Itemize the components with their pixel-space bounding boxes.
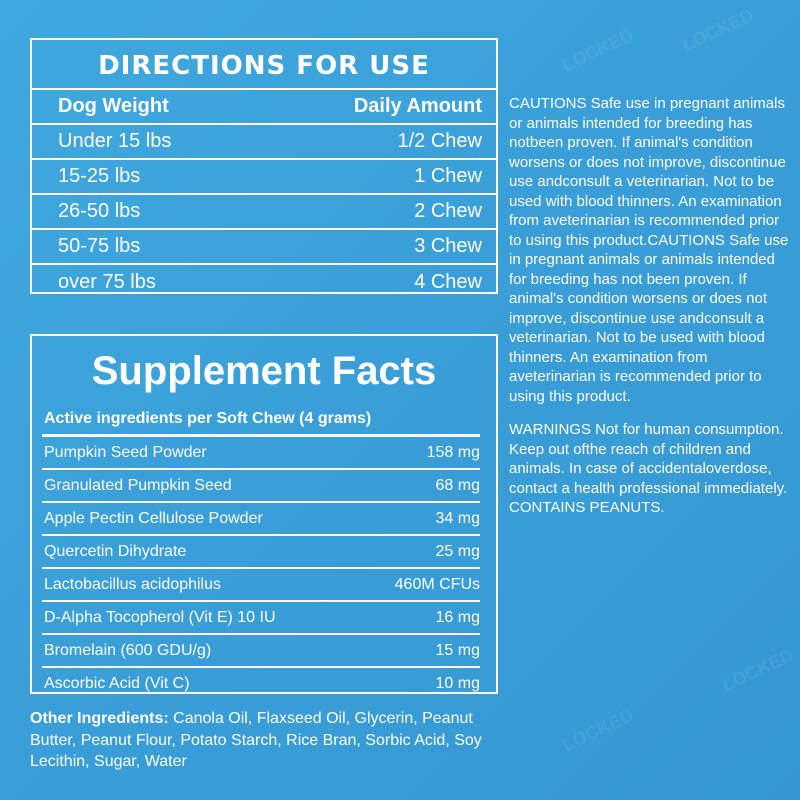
ingredient-row: Pumpkin Seed Powder 158 mg [32, 437, 496, 468]
other-ingredients-label: Other Ingredients: [30, 710, 169, 727]
thick-divider [42, 434, 480, 437]
cautions-text: CAUTIONS Safe use in pregnant animals or… [509, 95, 789, 405]
header-dog-weight: Dog Weight [58, 95, 169, 117]
row-amount: 4 Chew [414, 271, 482, 293]
ingredient-amount: 25 mg [435, 542, 480, 560]
ingredient-amount: 15 mg [435, 641, 480, 659]
ingredient-row: D-Alpha Tocopherol (Vit E) 10 IU 16 mg [32, 602, 496, 633]
divider [42, 534, 480, 536]
row-weight: over 75 lbs [58, 271, 156, 293]
ingredient-name: Granulated Pumpkin Seed [44, 476, 232, 494]
directions-row: 50-75 lbs 3 Chew [32, 230, 496, 265]
directions-title: DIRECTIONS FOR USE [32, 40, 496, 90]
divider [42, 501, 480, 503]
warnings-text: WARNINGS Not for human consumption. Keep… [509, 421, 788, 516]
serving-subtitle: Active ingredients per Soft Chew (4 gram… [44, 410, 372, 427]
directions-row: Under 15 lbs 1/2 Chew [32, 125, 496, 160]
row-weight: 15-25 lbs [58, 165, 141, 187]
divider [42, 600, 480, 602]
ingredient-name: Pumpkin Seed Powder [44, 443, 207, 461]
ingredient-amount: 460M CFUs [394, 575, 480, 593]
row-weight: 26-50 lbs [58, 200, 141, 222]
divider [42, 666, 480, 668]
ingredient-row: Quercetin Dihydrate 25 mg [32, 536, 496, 567]
ingredient-name: Quercetin Dihydrate [44, 542, 187, 560]
divider [42, 468, 480, 470]
ingredient-row: Ascorbic Acid (Vit C) 10 mg [32, 668, 496, 699]
row-weight: Under 15 lbs [58, 130, 172, 152]
ingredient-name: D-Alpha Tocopherol (Vit E) 10 IU [44, 608, 276, 626]
divider [42, 633, 480, 635]
ingredient-row: Bromelain (600 GDU/g) 15 mg [32, 635, 496, 666]
row-amount: 2 Chew [414, 200, 482, 222]
row-amount: 1 Chew [414, 165, 482, 187]
watermark-text: LOCKED [559, 704, 637, 756]
row-weight: 50-75 lbs [58, 235, 141, 257]
divider [42, 567, 480, 569]
watermark-text: LOCKED [559, 24, 637, 76]
ingredient-amount: 10 mg [435, 674, 480, 692]
ingredient-amount: 68 mg [435, 476, 480, 494]
ingredient-amount: 34 mg [435, 509, 480, 527]
ingredient-row: Granulated Pumpkin Seed 68 mg [32, 470, 496, 501]
row-amount: 3 Chew [414, 235, 482, 257]
directions-table: DIRECTIONS FOR USE Dog Weight Daily Amou… [30, 38, 498, 294]
other-ingredients: Other Ingredients: Canola Oil, Flaxseed … [30, 708, 500, 773]
ingredient-row: Apple Pectin Cellulose Powder 34 mg [32, 503, 496, 534]
watermark-text: LOCKED [719, 644, 797, 696]
directions-row: 26-50 lbs 2 Chew [32, 195, 496, 230]
ingredient-name: Apple Pectin Cellulose Powder [44, 509, 263, 527]
watermark-text: LOCKED [679, 4, 757, 56]
supplement-facts-title: Supplement Facts [91, 349, 437, 393]
warnings-column: CAUTIONS Safe use in pregnant animals or… [509, 94, 789, 532]
ingredient-name: Bromelain (600 GDU/g) [44, 641, 212, 659]
header-daily-amount: Daily Amount [353, 95, 482, 117]
directions-header-row: Dog Weight Daily Amount [32, 90, 496, 125]
directions-row: 15-25 lbs 1 Chew [32, 160, 496, 195]
other-ingredients-text: Canola Oil, Flaxseed Oil, Glycerin, Pean… [30, 710, 482, 770]
ingredient-amount: 16 mg [435, 608, 480, 626]
row-amount: 1/2 Chew [397, 130, 483, 152]
supplement-facts-panel: Supplement Facts Active ingredients per … [30, 334, 498, 694]
ingredient-name: Lactobacillus acidophilus [44, 575, 221, 593]
ingredient-name: Ascorbic Acid (Vit C) [44, 674, 190, 692]
ingredient-amount: 158 mg [426, 443, 480, 461]
ingredient-row: Lactobacillus acidophilus 460M CFUs [32, 569, 496, 600]
directions-row: over 75 lbs 4 Chew [32, 265, 496, 300]
